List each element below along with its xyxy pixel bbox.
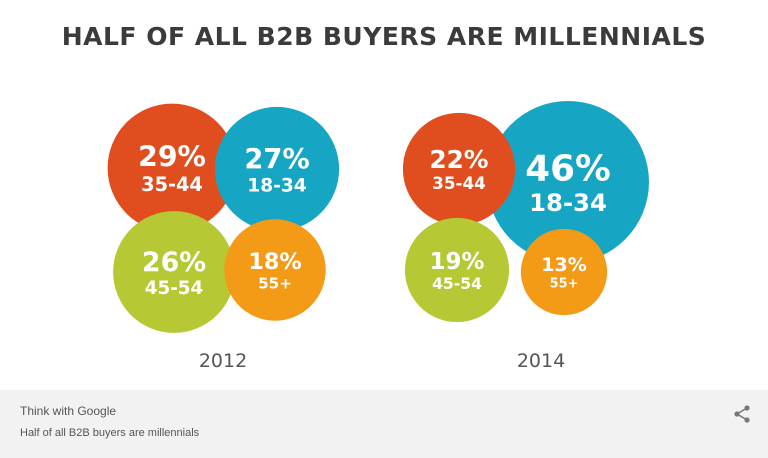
bubble-value-label: 19%: [430, 249, 485, 275]
bubble-category-label: 45-54: [432, 275, 482, 293]
bubble-value-label: 27%: [244, 144, 309, 175]
bubble-2012-45-54: [113, 211, 235, 333]
share-icon[interactable]: [732, 404, 752, 424]
footer-caption: Half of all B2B buyers are millennials: [20, 427, 200, 439]
bubble-value-label: 26%: [142, 247, 206, 278]
year-label-2014: 2014: [516, 350, 566, 372]
chart-title: HALF OF ALL B2B BUYERS ARE MILLENNIALS: [61, 22, 707, 51]
chart-2014: 46%18-34 22%35-44 19%45-54 13%55+: [402, 101, 649, 323]
bubble-2014-55+: [520, 228, 608, 316]
bubble-category-label: 18-34: [247, 175, 307, 196]
bubble-2012-35-44: [107, 103, 237, 233]
bubble-value-label: 13%: [541, 254, 586, 276]
bubble-category-label: 55+: [550, 277, 579, 292]
bubble-2012-18-34: [214, 106, 340, 232]
bubble-value-label: 29%: [138, 141, 206, 174]
bubble-2014-45-54: [404, 217, 510, 323]
bubble-value-label: 46%: [525, 148, 610, 189]
bubble-value-label: 18%: [248, 249, 301, 275]
bubble-category-label: 55+: [258, 274, 292, 292]
bubble-2014-18-34: [487, 101, 649, 263]
bubble-category-label: 18-34: [529, 188, 607, 217]
bubble-2012-55+: [224, 219, 326, 321]
bubble-value-label: 22%: [429, 145, 488, 174]
bubble-2014-35-44: [402, 112, 516, 226]
chart-2012: 29%35-44 27%18-34 26%45-54 18%55+: [107, 103, 340, 333]
bubble-category-label: 35-44: [432, 173, 486, 193]
bubble-chart: 29%35-4427%18-3426%45-5418%55+46%18-3422…: [107, 101, 649, 333]
bubble-category-label: 35-44: [141, 173, 203, 196]
year-label-2012: 2012: [198, 350, 248, 372]
brand-label: Think with Google: [20, 404, 117, 418]
bubble-category-label: 45-54: [145, 278, 203, 299]
footer-bar: Think with Google Half of all B2B buyers…: [0, 390, 768, 458]
